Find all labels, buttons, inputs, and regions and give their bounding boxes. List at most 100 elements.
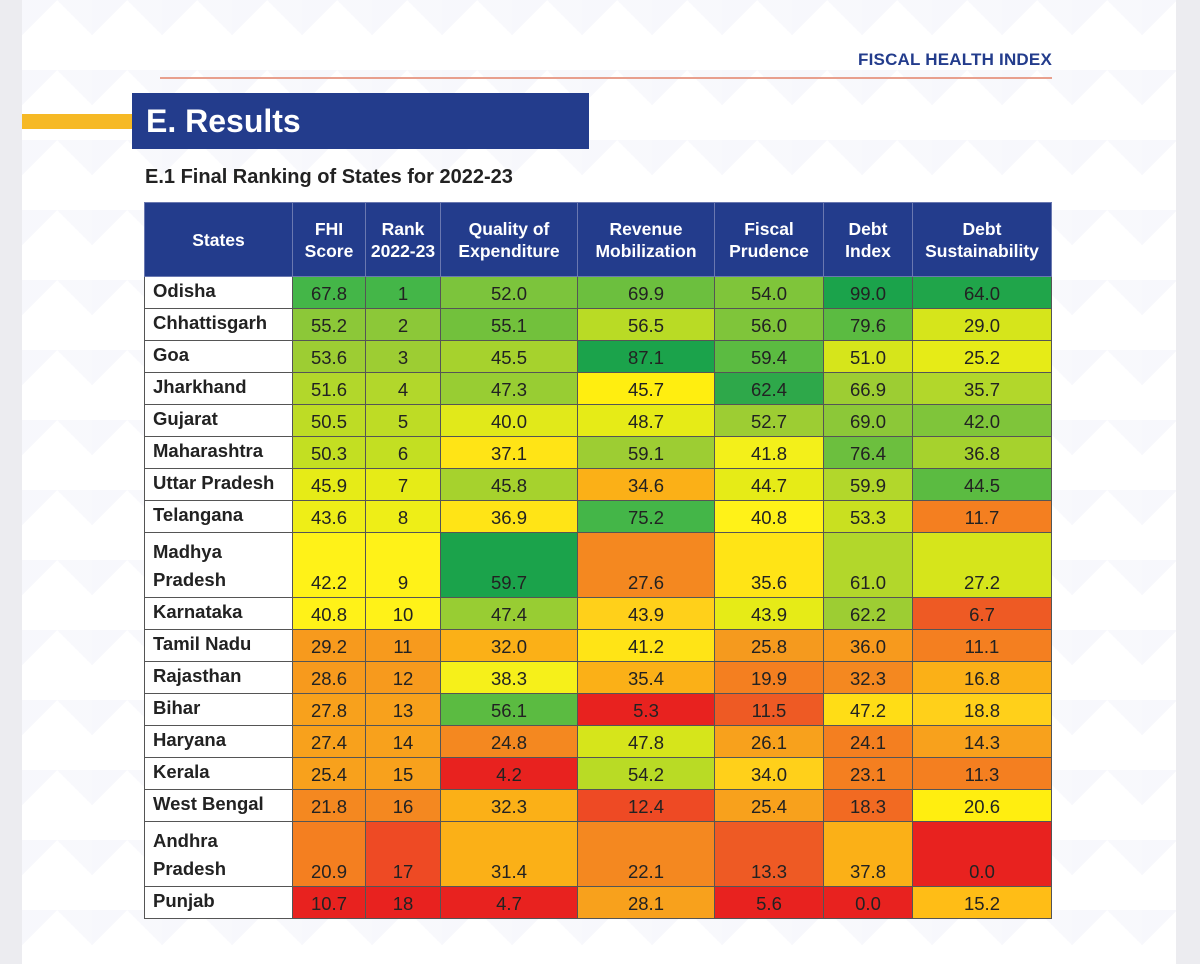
value-cell: 54.2: [577, 757, 715, 790]
table-row: Telangana 43.6 8 36.9 75.2 40.8 53.3 11.7: [144, 500, 1052, 533]
state-name-cell: Chhattisgarh: [144, 308, 293, 341]
value-cell: 27.2: [912, 532, 1052, 598]
value-cell: 34.6: [577, 468, 715, 501]
value-cell: 42.0: [912, 404, 1052, 437]
value-cell: 18.8: [912, 693, 1052, 726]
value-cell: 12.4: [577, 789, 715, 822]
value-cell: 23.1: [823, 757, 913, 790]
table-row: Odisha 67.8 1 52.0 69.9 54.0 99.0 64.0: [144, 276, 1052, 309]
col-header-fiscal-prudence: Fiscal Prudence: [714, 202, 824, 277]
value-cell: 44.5: [912, 468, 1052, 501]
value-cell: 21.8: [292, 789, 366, 822]
state-name-cell: Gujarat: [144, 404, 293, 437]
value-cell: 34.0: [714, 757, 824, 790]
value-cell: 16: [365, 789, 441, 822]
value-cell: 61.0: [823, 532, 913, 598]
value-cell: 87.1: [577, 340, 715, 373]
value-cell: 99.0: [823, 276, 913, 309]
value-cell: 17: [365, 821, 441, 887]
value-cell: 6.7: [912, 597, 1052, 630]
value-cell: 24.1: [823, 725, 913, 758]
value-cell: 11.5: [714, 693, 824, 726]
value-cell: 79.6: [823, 308, 913, 341]
table-header-row: States FHI Score Rank 2022-23 Quality of…: [144, 202, 1052, 277]
value-cell: 26.1: [714, 725, 824, 758]
value-cell: 5.6: [714, 886, 824, 919]
value-cell: 47.8: [577, 725, 715, 758]
value-cell: 20.6: [912, 789, 1052, 822]
value-cell: 55.2: [292, 308, 366, 341]
value-cell: 4: [365, 372, 441, 405]
value-cell: 25.4: [714, 789, 824, 822]
value-cell: 25.4: [292, 757, 366, 790]
table-row: Rajasthan 28.6 12 38.3 35.4 19.9 32.3 16.8: [144, 661, 1052, 694]
table-row: Kerala 25.4 15 4.2 54.2 34.0 23.1 11.3: [144, 757, 1052, 790]
value-cell: 40.0: [440, 404, 578, 437]
value-cell: 18: [365, 886, 441, 919]
state-name-cell: West Bengal: [144, 789, 293, 822]
table-row: West Bengal 21.8 16 32.3 12.4 25.4 18.3 20.6: [144, 789, 1052, 822]
value-cell: 8: [365, 500, 441, 533]
value-cell: 6: [365, 436, 441, 469]
table-row: Goa 53.6 3 45.5 87.1 59.4 51.0 25.2: [144, 340, 1052, 373]
value-cell: 24.8: [440, 725, 578, 758]
value-cell: 45.8: [440, 468, 578, 501]
value-cell: 16.8: [912, 661, 1052, 694]
value-cell: 64.0: [912, 276, 1052, 309]
table-row: Bihar 27.8 13 56.1 5.3 11.5 47.2 18.8: [144, 693, 1052, 726]
section-accent-bar: [22, 114, 132, 129]
value-cell: 66.9: [823, 372, 913, 405]
value-cell: 3: [365, 340, 441, 373]
value-cell: 13.3: [714, 821, 824, 887]
value-cell: 42.2: [292, 532, 366, 598]
value-cell: 45.9: [292, 468, 366, 501]
value-cell: 47.4: [440, 597, 578, 630]
state-name-cell: Karnataka: [144, 597, 293, 630]
value-cell: 35.4: [577, 661, 715, 694]
value-cell: 0.0: [823, 886, 913, 919]
value-cell: 53.3: [823, 500, 913, 533]
value-cell: 12: [365, 661, 441, 694]
value-cell: 62.2: [823, 597, 913, 630]
value-cell: 22.1: [577, 821, 715, 887]
value-cell: 69.0: [823, 404, 913, 437]
state-name-cell: Telangana: [144, 500, 293, 533]
state-name-cell: Jharkhand: [144, 372, 293, 405]
value-cell: 56.5: [577, 308, 715, 341]
table-row: Andhra Pradesh 20.9 17 31.4 22.1 13.3 37.8 0.0: [144, 821, 1052, 887]
table-row: Tamil Nadu 29.2 11 32.0 41.2 25.8 36.0 11.1: [144, 629, 1052, 662]
value-cell: 4.2: [440, 757, 578, 790]
value-cell: 25.8: [714, 629, 824, 662]
header-rule: [160, 77, 1052, 79]
state-name-cell: Rajasthan: [144, 661, 293, 694]
value-cell: 44.7: [714, 468, 824, 501]
value-cell: 59.4: [714, 340, 824, 373]
state-name-cell: Kerala: [144, 757, 293, 790]
value-cell: 27.6: [577, 532, 715, 598]
value-cell: 52.7: [714, 404, 824, 437]
state-name-cell: Goa: [144, 340, 293, 373]
value-cell: 36.9: [440, 500, 578, 533]
value-cell: 69.9: [577, 276, 715, 309]
value-cell: 31.4: [440, 821, 578, 887]
value-cell: 1: [365, 276, 441, 309]
value-cell: 43.6: [292, 500, 366, 533]
value-cell: 5.3: [577, 693, 715, 726]
value-cell: 35.6: [714, 532, 824, 598]
value-cell: 52.0: [440, 276, 578, 309]
value-cell: 51.6: [292, 372, 366, 405]
col-header-rank: Rank 2022-23: [365, 202, 441, 277]
table-row: Madhya Pradesh 42.2 9 59.7 27.6 35.6 61.0 27.2: [144, 532, 1052, 598]
col-header-fhi-score: FHI Score: [292, 202, 366, 277]
value-cell: 59.7: [440, 532, 578, 598]
state-name-cell: Bihar: [144, 693, 293, 726]
state-name-cell: Maharashtra: [144, 436, 293, 469]
value-cell: 50.5: [292, 404, 366, 437]
value-cell: 14.3: [912, 725, 1052, 758]
value-cell: 11: [365, 629, 441, 662]
value-cell: 54.0: [714, 276, 824, 309]
value-cell: 32.3: [823, 661, 913, 694]
value-cell: 56.0: [714, 308, 824, 341]
value-cell: 32.0: [440, 629, 578, 662]
col-header-states: States: [144, 202, 293, 277]
